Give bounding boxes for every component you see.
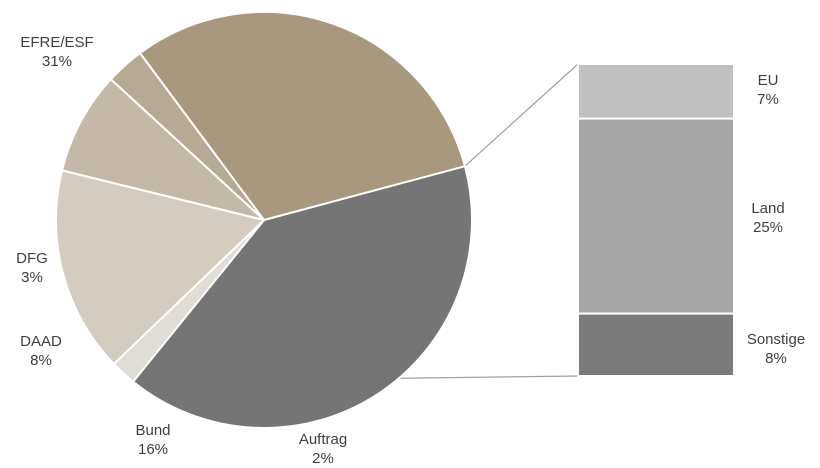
label-sonstige-value: 8% [765, 350, 787, 367]
label-sonstige: Sonstige 8% [735, 330, 817, 368]
label-eu-value: 7% [757, 91, 779, 108]
label-daad-value: 8% [30, 352, 52, 369]
label-eu: EU 7% [740, 71, 796, 109]
bar-segment-land [577, 117, 735, 315]
breakout-bar [577, 63, 735, 378]
label-daad-name: DAAD [20, 333, 62, 350]
pie-slice-bund [55, 169, 267, 366]
label-daad: DAAD 8% [12, 332, 70, 370]
label-auftrag: Auftrag 2% [286, 430, 360, 468]
label-land: Land 25% [740, 199, 796, 237]
label-bund-value: 16% [137, 441, 169, 458]
label-land-value: 25% [752, 219, 784, 236]
bar-segment-sonstige [577, 312, 735, 378]
label-sonstige-name: Sonstige [746, 331, 806, 348]
label-efre-esf: EFRE/ESF 31% [12, 33, 102, 71]
label-auftrag-value: 2% [312, 450, 334, 467]
label-bund-name: Bund [135, 422, 171, 439]
pie-slice-daad [60, 77, 265, 221]
pie-slice-efre-esf [138, 11, 467, 222]
label-dfg-name: DFG [16, 250, 48, 267]
label-land-name: Land [751, 200, 785, 217]
label-bund: Bund 16% [120, 421, 186, 459]
pie-slice-other [131, 164, 473, 429]
connector-line-top [464, 63, 579, 167]
label-efre-esf-name: EFRE/ESF [20, 34, 94, 51]
pie [55, 11, 473, 429]
label-auftrag-name: Auftrag [298, 431, 348, 448]
label-dfg: DFG 3% [8, 249, 56, 287]
label-eu-name: EU [757, 72, 779, 89]
label-efre-esf-value: 31% [41, 53, 73, 70]
label-dfg-value: 3% [21, 269, 43, 286]
bar-segment-eu [577, 63, 735, 120]
